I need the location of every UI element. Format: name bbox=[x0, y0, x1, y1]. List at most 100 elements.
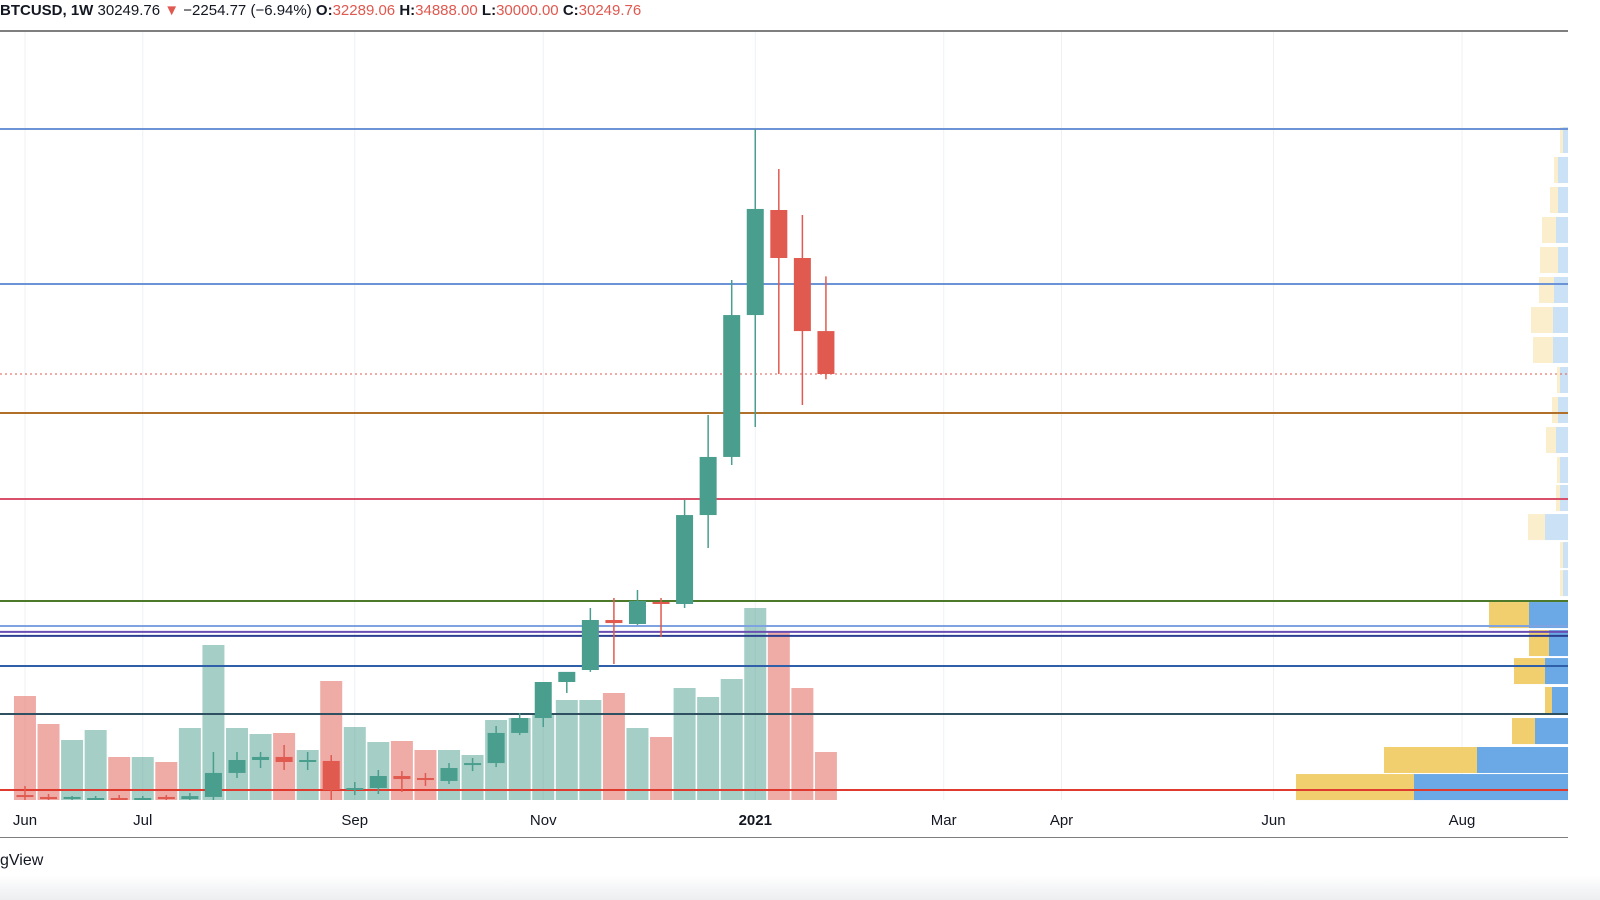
profile-down bbox=[1545, 658, 1568, 685]
candle-body bbox=[487, 732, 505, 764]
x-tick-label: Jul bbox=[133, 812, 152, 829]
volume-bar bbox=[532, 713, 555, 800]
ohlc-label: H: bbox=[399, 2, 416, 19]
volume-bar bbox=[461, 755, 484, 800]
profile-down bbox=[1556, 217, 1568, 243]
footer: gView bbox=[0, 838, 1600, 900]
volume-bar bbox=[202, 645, 225, 800]
volume-bar bbox=[37, 724, 60, 800]
candle-body bbox=[416, 778, 434, 780]
profile-down bbox=[1529, 602, 1568, 629]
ohlc-label: C: bbox=[562, 2, 579, 19]
arrow: ▼ bbox=[164, 2, 180, 19]
profile-up bbox=[1556, 485, 1560, 511]
ohlc-value: 32289.06 bbox=[332, 2, 396, 19]
candle-body bbox=[369, 776, 387, 788]
candle-body bbox=[110, 798, 128, 800]
brand: gView bbox=[0, 852, 44, 869]
ohlc-value: 30249.76 bbox=[578, 2, 642, 19]
ohlc-value: 30000.00 bbox=[496, 2, 559, 19]
profile-down bbox=[1558, 187, 1568, 213]
candle-body bbox=[652, 602, 670, 604]
candle-body bbox=[346, 788, 364, 790]
volume-bar bbox=[650, 737, 673, 800]
candle-body bbox=[699, 456, 717, 516]
ohlc-value: 34888.00 bbox=[415, 2, 478, 19]
profile-down bbox=[1477, 747, 1568, 773]
profile-down bbox=[1554, 277, 1568, 303]
candle-body bbox=[228, 760, 246, 773]
candle-body bbox=[157, 796, 175, 800]
profile-up bbox=[1539, 277, 1554, 303]
profile-up bbox=[1512, 718, 1535, 745]
candle-body bbox=[793, 258, 811, 332]
profile-up bbox=[1384, 747, 1477, 773]
candle-body bbox=[464, 763, 482, 766]
profile-down bbox=[1553, 337, 1568, 363]
x-tick-label: Nov bbox=[530, 812, 557, 829]
candle-body bbox=[181, 796, 199, 800]
volume-bar bbox=[814, 752, 837, 800]
volume-bar bbox=[13, 696, 36, 800]
volume-bar bbox=[108, 757, 131, 800]
profile-up bbox=[1529, 630, 1549, 657]
candle-body bbox=[770, 210, 788, 258]
candle-body bbox=[628, 600, 646, 624]
volume-bar bbox=[155, 762, 178, 800]
profile-up bbox=[1296, 774, 1414, 801]
candle-body bbox=[511, 718, 529, 733]
candle-body bbox=[40, 796, 58, 800]
volume-bar bbox=[508, 718, 531, 800]
candle-body bbox=[558, 671, 576, 682]
volume-bar bbox=[390, 741, 413, 800]
profile-up bbox=[1531, 307, 1553, 333]
profile-up bbox=[1489, 602, 1529, 629]
candle-body bbox=[134, 798, 152, 800]
header: BTCUSD, 1W 30249.76 ▼ −2254.77 (−6.94%) … bbox=[0, 2, 645, 24]
x-tick-label: Apr bbox=[1050, 812, 1073, 829]
candle-body bbox=[275, 756, 293, 762]
candle-body bbox=[87, 798, 105, 800]
candle-body bbox=[204, 772, 222, 797]
candle-body bbox=[605, 620, 623, 624]
profile-down bbox=[1560, 457, 1568, 483]
x-tick-label: 2021 bbox=[739, 812, 772, 829]
x-tick-label: Sep bbox=[341, 812, 368, 829]
profile-up bbox=[1557, 367, 1560, 393]
volume-bar bbox=[84, 730, 107, 800]
volume-bar bbox=[296, 750, 319, 800]
profile-down bbox=[1545, 514, 1568, 541]
candle-body bbox=[817, 331, 835, 375]
profile-up bbox=[1546, 427, 1556, 453]
profile-down bbox=[1558, 157, 1568, 183]
volume-bar bbox=[178, 728, 201, 800]
volume-bar bbox=[767, 631, 790, 800]
profile-up bbox=[1540, 247, 1558, 273]
symbol: BTCUSD, 1W bbox=[0, 2, 94, 19]
candle-body bbox=[63, 796, 81, 799]
change: −2254.77 (−6.94%) bbox=[183, 2, 312, 19]
profile-down bbox=[1563, 127, 1568, 153]
volume-bar bbox=[343, 727, 366, 800]
candle-body bbox=[746, 208, 764, 316]
profile-down bbox=[1552, 687, 1568, 713]
profile-down bbox=[1535, 718, 1568, 745]
volume-bar bbox=[61, 740, 84, 800]
candle-body bbox=[252, 756, 270, 760]
profile-down bbox=[1558, 397, 1568, 423]
ohlc: O:32289.06 H:34888.00 L:30000.00 C:30249… bbox=[316, 2, 646, 24]
profile-up bbox=[1533, 337, 1553, 363]
candle-body bbox=[581, 620, 599, 670]
profile-up bbox=[1560, 542, 1563, 569]
volume-bar bbox=[791, 688, 814, 800]
ohlc-label: L: bbox=[481, 2, 497, 19]
volume-bar bbox=[579, 700, 602, 800]
candle-body bbox=[16, 795, 34, 798]
profile-up bbox=[1554, 157, 1558, 183]
candle-body bbox=[440, 768, 458, 781]
profile-up bbox=[1552, 397, 1558, 423]
profile-up bbox=[1560, 127, 1563, 153]
profile-up bbox=[1545, 687, 1552, 713]
